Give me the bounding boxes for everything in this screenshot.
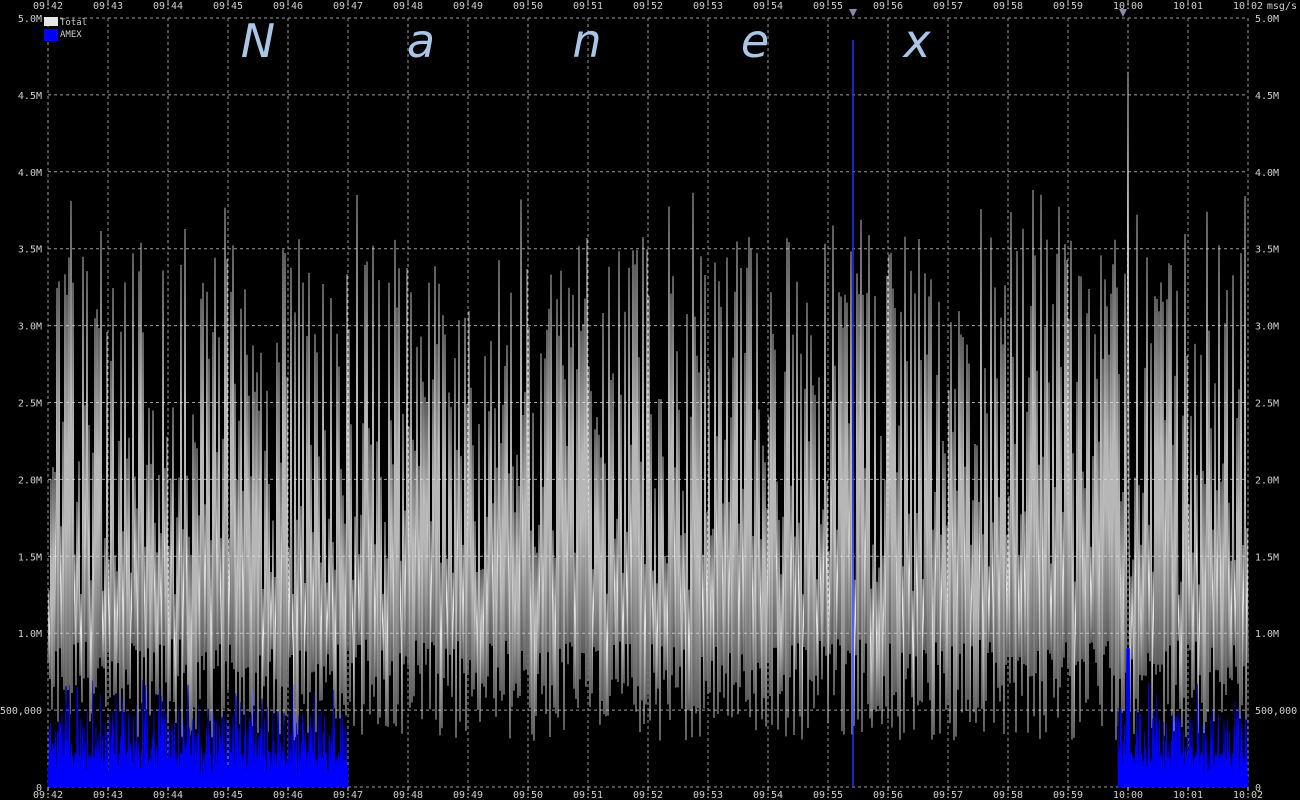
- x-tick-label-bottom: 09:51: [573, 790, 603, 800]
- x-tick-label-bottom: 09:58: [993, 790, 1023, 800]
- x-tick-label-bottom: 09:53: [693, 790, 723, 800]
- y-tick-label-left: 3.0M: [18, 322, 42, 333]
- legend-label-total: Total: [60, 18, 87, 28]
- watermark-letter: a: [407, 14, 435, 68]
- y-tick-label-right: 3.5M: [1255, 245, 1279, 256]
- x-tick-label-top: 09:45: [213, 1, 243, 12]
- x-tick-label-bottom: 09:43: [93, 790, 123, 800]
- x-tick-label-bottom: 09:47: [333, 790, 363, 800]
- legend-label-amex: AMEX: [60, 30, 82, 40]
- x-tick-label-bottom: 10:00: [1113, 790, 1143, 800]
- x-tick-label-bottom: 09:50: [513, 790, 543, 800]
- x-tick-label-top: 09:49: [453, 1, 483, 12]
- x-tick-label-top: 09:55: [813, 1, 843, 12]
- y-tick-label-left: 2.0M: [18, 475, 42, 486]
- x-tick-label-top: 09:50: [513, 1, 543, 12]
- x-tick-label-bottom: 09:56: [873, 790, 903, 800]
- y-tick-label-left: 1.0M: [18, 629, 42, 640]
- x-tick-label-bottom: 10:01: [1173, 790, 1203, 800]
- x-tick-label-bottom: 09:55: [813, 790, 843, 800]
- x-tick-label-top: 09:52: [633, 1, 663, 12]
- y-tick-label-left: 3.5M: [18, 245, 42, 256]
- x-axis-bottom: 09:42 09:43 09:44 09:45 09:46 09:47 09:48 09:49…: [33, 787, 1263, 800]
- x-tick-label-bottom: 09:42: [33, 790, 63, 800]
- y-tick-label-right: 3.0M: [1255, 322, 1279, 333]
- x-tick-label-bottom: 09:49: [453, 790, 483, 800]
- x-tick-label-bottom: 09:57: [933, 790, 963, 800]
- y-axis-label: msg/s: [1267, 1, 1297, 12]
- x-tick-label-top: 09:43: [93, 1, 123, 12]
- x-tick-label-bottom: 09:48: [393, 790, 423, 800]
- y-axis-right: 0 500,000 1.0M 1.5M 2.0M 2.5M 3.0M 3.5M 4.0M 4.5M…: [1255, 14, 1297, 794]
- y-tick-label-right: 4.5M: [1255, 91, 1279, 102]
- event-marker-triangle: [849, 9, 857, 17]
- watermark-letter: e: [741, 14, 769, 68]
- legend-swatch-total: [44, 17, 58, 26]
- x-tick-label-bottom: 09:45: [213, 790, 243, 800]
- legend-swatch-amex: [44, 29, 58, 41]
- x-tick-label-top: 09:44: [153, 1, 183, 12]
- x-tick-label-bottom: 10:02: [1233, 790, 1263, 800]
- watermark-letter: N: [241, 14, 275, 68]
- y-tick-label-right: 1.5M: [1255, 552, 1279, 563]
- y-tick-label-left: 0: [36, 783, 42, 794]
- y-tick-label-right: 0: [1255, 783, 1261, 794]
- x-tick-label-bottom: 09:54: [753, 790, 783, 800]
- y-tick-label-right: 500,000: [1255, 706, 1297, 717]
- y-tick-label-right: 1.0M: [1255, 629, 1279, 640]
- y-tick-label-left: 500,000: [0, 706, 42, 717]
- plot-area: [47, 71, 1249, 788]
- series-amex-area: [47, 680, 349, 788]
- series-total-line: [47, 71, 1249, 741]
- x-tick-label-top: 10:02: [1233, 1, 1263, 12]
- x-tick-label-bottom: 09:46: [273, 790, 303, 800]
- x-tick-label-top: 10:00: [1113, 1, 1143, 12]
- y-tick-label-right: 2.5M: [1255, 399, 1279, 410]
- x-tick-label-top: 09:57: [933, 1, 963, 12]
- x-tick-label-top: 09:59: [1053, 1, 1083, 12]
- watermark-letter: n: [572, 14, 601, 68]
- time-markers: [849, 9, 1127, 787]
- x-tick-label-top: 09:53: [693, 1, 723, 12]
- y-tick-label-left: 4.5M: [18, 91, 42, 102]
- watermark-letter: x: [901, 14, 931, 68]
- y-tick-label-left: 1.5M: [18, 552, 42, 563]
- y-tick-label-left: 2.5M: [18, 399, 42, 410]
- x-tick-label-top: 09:46: [273, 1, 303, 12]
- series-amex-area: [1117, 648, 1249, 788]
- x-tick-label-bottom: 09:52: [633, 790, 663, 800]
- x-tick-label-top: 09:54: [753, 1, 783, 12]
- x-tick-label-top: 09:56: [873, 1, 903, 12]
- legend: Total AMEX: [44, 17, 87, 41]
- x-tick-label-bottom: 09:44: [153, 790, 183, 800]
- x-tick-label-top: 09:51: [573, 1, 603, 12]
- x-tick-label-bottom: 09:59: [1053, 790, 1083, 800]
- y-tick-label-right: 5.0M: [1255, 14, 1279, 25]
- event-marker-triangle: [1119, 9, 1127, 17]
- x-tick-label-top: 09:48: [393, 1, 423, 12]
- y-tick-label-right: 4.0M: [1255, 168, 1279, 179]
- y-tick-label-left: 5.0M: [18, 14, 42, 25]
- x-tick-label-top: 09:58: [993, 1, 1023, 12]
- y-axis-left: 0 500,000 1.0M 1.5M 2.0M 2.5M 3.0M 3.5M 4.0M 4.5M…: [0, 14, 42, 794]
- x-tick-label-top: 09:47: [333, 1, 363, 12]
- y-tick-label-right: 2.0M: [1255, 475, 1279, 486]
- x-tick-label-top: 09:42: [33, 1, 63, 12]
- x-tick-label-top: 10:01: [1173, 1, 1203, 12]
- y-tick-label-left: 4.0M: [18, 168, 42, 179]
- x-axis-top: 09:42 09:43 09:44 09:45 09:46 09:47 09:48 09:49…: [33, 0, 1263, 12]
